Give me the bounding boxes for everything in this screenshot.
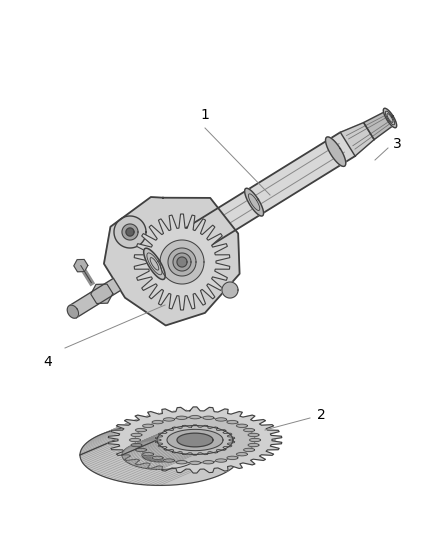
- Polygon shape: [163, 418, 174, 421]
- Polygon shape: [173, 253, 191, 271]
- Polygon shape: [131, 443, 142, 447]
- Text: 4: 4: [44, 355, 53, 369]
- Polygon shape: [155, 425, 235, 455]
- Text: 1: 1: [201, 108, 209, 122]
- Polygon shape: [176, 461, 187, 464]
- Polygon shape: [383, 108, 397, 128]
- Polygon shape: [248, 433, 259, 437]
- Polygon shape: [143, 424, 154, 427]
- Polygon shape: [122, 441, 198, 470]
- Polygon shape: [144, 248, 165, 279]
- Polygon shape: [67, 305, 78, 318]
- Text: 2: 2: [317, 408, 326, 422]
- Polygon shape: [177, 257, 187, 267]
- Polygon shape: [244, 429, 254, 432]
- Polygon shape: [126, 228, 134, 236]
- Polygon shape: [244, 448, 254, 451]
- Polygon shape: [190, 461, 201, 464]
- Polygon shape: [122, 224, 138, 240]
- Polygon shape: [152, 456, 163, 459]
- Polygon shape: [114, 216, 146, 248]
- Polygon shape: [168, 248, 196, 276]
- Polygon shape: [340, 123, 374, 156]
- Polygon shape: [108, 407, 282, 473]
- Polygon shape: [325, 137, 346, 166]
- Polygon shape: [248, 443, 259, 447]
- Polygon shape: [227, 456, 238, 459]
- Polygon shape: [364, 111, 394, 140]
- Polygon shape: [69, 278, 121, 318]
- Polygon shape: [237, 453, 247, 456]
- Polygon shape: [91, 284, 113, 303]
- Text: 3: 3: [393, 137, 402, 151]
- Polygon shape: [215, 418, 226, 421]
- Polygon shape: [104, 197, 240, 326]
- Polygon shape: [131, 433, 142, 437]
- Polygon shape: [135, 429, 146, 432]
- Polygon shape: [203, 461, 214, 464]
- Polygon shape: [160, 240, 204, 284]
- Polygon shape: [135, 448, 146, 451]
- Polygon shape: [143, 453, 154, 456]
- Polygon shape: [142, 448, 178, 462]
- Polygon shape: [215, 459, 226, 462]
- Polygon shape: [227, 421, 238, 424]
- Polygon shape: [167, 430, 223, 450]
- Polygon shape: [80, 425, 240, 486]
- Polygon shape: [134, 214, 230, 310]
- Polygon shape: [250, 438, 261, 442]
- Polygon shape: [177, 433, 213, 447]
- Polygon shape: [190, 416, 201, 419]
- Polygon shape: [245, 188, 264, 216]
- Polygon shape: [237, 424, 247, 427]
- Polygon shape: [157, 425, 233, 455]
- Polygon shape: [152, 421, 163, 424]
- Polygon shape: [130, 438, 141, 442]
- Polygon shape: [74, 260, 88, 272]
- Polygon shape: [176, 416, 187, 419]
- Polygon shape: [163, 459, 174, 462]
- Polygon shape: [203, 416, 214, 419]
- Polygon shape: [222, 282, 238, 298]
- Polygon shape: [147, 132, 355, 276]
- Polygon shape: [135, 417, 255, 463]
